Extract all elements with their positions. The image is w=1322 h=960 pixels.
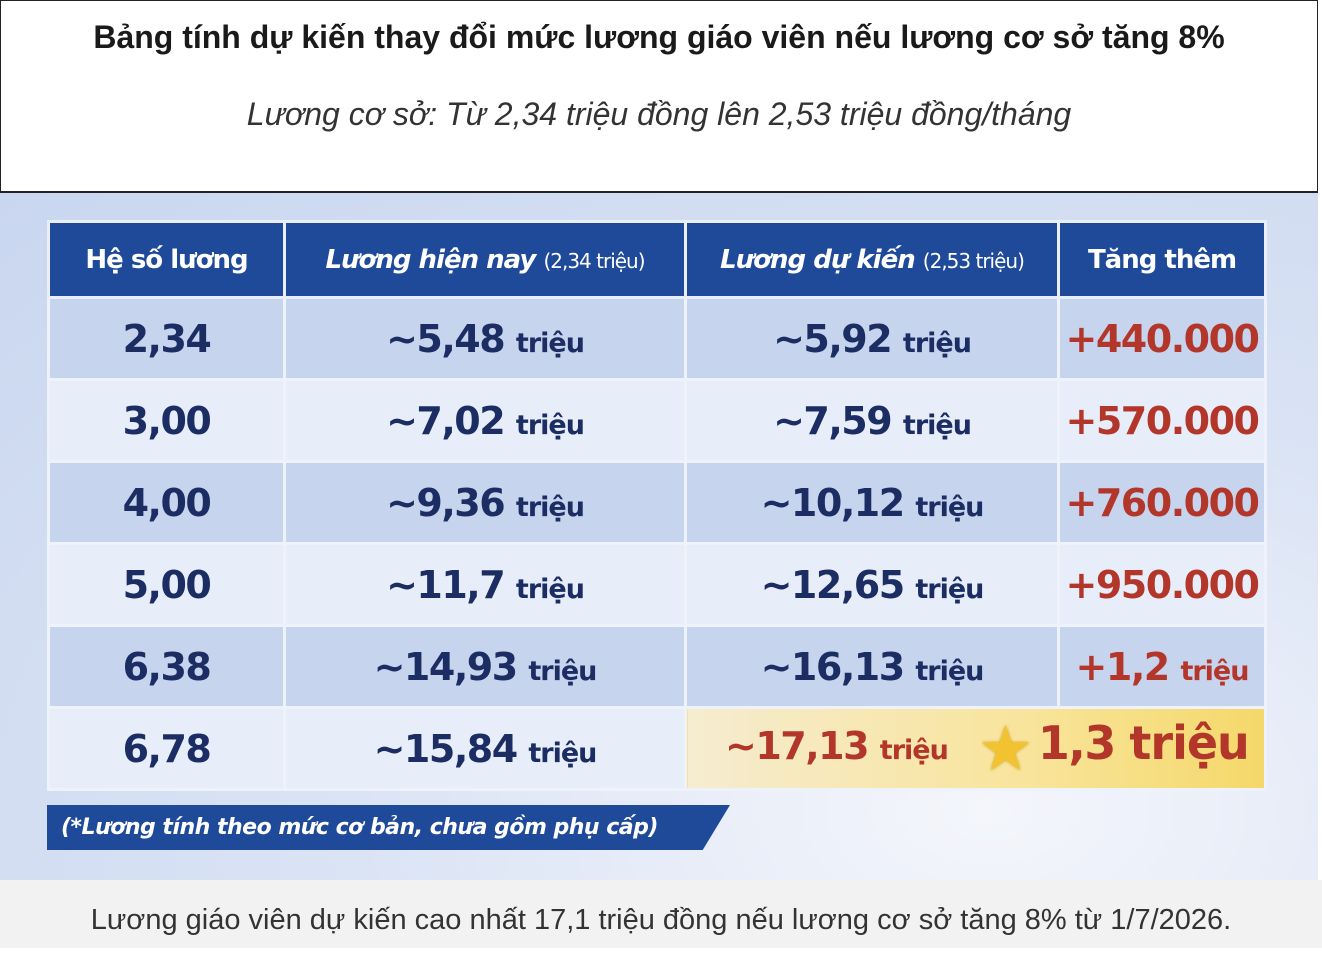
- cell-increase: +440.000: [1057, 296, 1267, 381]
- cell-projected: ~5,92 triệu: [684, 296, 1060, 381]
- current-value: ~14,93: [373, 644, 519, 689]
- col-note: (2,53 triệu): [922, 248, 1025, 273]
- col-label: Lương dự kiến: [720, 244, 916, 275]
- table-row: 5,00 ~11,7 triệu ~12,65 triệu +950.000: [47, 542, 1267, 627]
- increase-value: +760.000: [1065, 480, 1260, 525]
- current-value: ~9,36: [386, 480, 506, 525]
- cell-projected: ~16,13 triệu: [684, 624, 1060, 709]
- current-value: ~11,7: [386, 562, 506, 607]
- unit: triệu: [528, 655, 597, 687]
- projected-value: ~16,13: [760, 644, 906, 689]
- table-row: 6,38 ~14,93 triệu ~16,13 triệu +1,2 triệ…: [47, 624, 1267, 709]
- col-projected: Lương dự kiến (2,53 triệu): [684, 220, 1060, 299]
- cell-current: ~14,93 triệu: [283, 624, 687, 709]
- footnote: (*Lương tính theo mức cơ bản, chưa gồm p…: [47, 805, 730, 850]
- table-row: 3,00 ~7,02 triệu ~7,59 triệu +570.000: [47, 378, 1267, 463]
- table-row: 2,34 ~5,48 triệu ~5,92 triệu +440.000: [47, 296, 1267, 381]
- projected-value: ~10,12: [760, 480, 906, 525]
- cell-projected: ~7,59 triệu: [684, 378, 1060, 463]
- col-coef: Hệ số lương: [47, 220, 286, 299]
- increase-value: 1,3: [1037, 716, 1117, 770]
- cell-increase: +570.000: [1057, 378, 1267, 463]
- cell-coef: 6,78: [47, 706, 286, 791]
- cell-coef: 2,34: [47, 296, 286, 381]
- unit: triệu: [1129, 716, 1249, 770]
- cell-projected: ~17,13 triệu ★ 1,3 triệu: [684, 706, 1267, 791]
- increase-value: +440.000: [1065, 316, 1260, 361]
- salary-table: Hệ số lương Lương hiện nay (2,34 triệu) …: [47, 220, 1267, 791]
- col-label: Hệ số lương: [85, 244, 248, 275]
- cell-projected: ~10,12 triệu: [684, 460, 1060, 545]
- cell-current: ~9,36 triệu: [283, 460, 687, 545]
- cell-projected: ~12,65 triệu: [684, 542, 1060, 627]
- col-label: Lương hiện nay: [325, 244, 536, 275]
- current-value: ~5,48: [386, 316, 506, 361]
- projected-value: ~17,13: [725, 724, 870, 768]
- cell-coef: 6,38: [47, 624, 286, 709]
- cell-coef: 5,00: [47, 542, 286, 627]
- cell-current: ~15,84 triệu: [283, 706, 687, 791]
- cell-increase: +950.000: [1057, 542, 1267, 627]
- increase-value: +1,2: [1075, 644, 1171, 689]
- unit: triệu: [902, 409, 972, 441]
- cell-coef: 3,00: [47, 378, 286, 463]
- unit: triệu: [528, 737, 597, 769]
- unit: triệu: [915, 655, 984, 687]
- table-row: 6,78 ~15,84 triệu ~17,13 triệu ★ 1,3 triệu: [47, 706, 1267, 791]
- unit: triệu: [515, 327, 585, 359]
- unit: triệu: [515, 409, 585, 441]
- unit: triệu: [515, 573, 585, 605]
- cell-coef: 4,00: [47, 460, 286, 545]
- unit: triệu: [515, 491, 585, 523]
- current-value: ~7,02: [386, 398, 506, 443]
- unit: triệu: [902, 327, 972, 359]
- col-increase: Tăng thêm: [1057, 220, 1267, 299]
- projected-value: ~12,65: [760, 562, 906, 607]
- caption: Lương giáo viên dự kiến cao nhất 17,1 tr…: [0, 880, 1322, 948]
- unit: triệu: [1180, 655, 1249, 687]
- cell-increase: +1,2 triệu: [1057, 624, 1267, 709]
- page-title: Bảng tính dự kiến thay đổi mức lương giá…: [93, 19, 1225, 55]
- increase-value: +950.000: [1065, 562, 1260, 607]
- projected-value: ~7,59: [773, 398, 893, 443]
- col-note: (2,34 triệu): [543, 248, 645, 273]
- unit: triệu: [879, 735, 949, 766]
- unit: triệu: [915, 573, 984, 605]
- table-header: Hệ số lương Lương hiện nay (2,34 triệu) …: [47, 220, 1267, 299]
- header: Bảng tính dự kiến thay đổi mức lương giá…: [0, 0, 1318, 193]
- table-row: 4,00 ~9,36 triệu ~10,12 triệu +760.000: [47, 460, 1267, 545]
- projected-value: ~5,92: [773, 316, 893, 361]
- col-label: Tăng thêm: [1087, 244, 1237, 275]
- cell-current: ~11,7 triệu: [283, 542, 687, 627]
- infographic: Hệ số lương Lương hiện nay (2,34 triệu) …: [0, 193, 1318, 880]
- cell-increase: +760.000: [1057, 460, 1267, 545]
- cell-current: ~7,02 triệu: [283, 378, 687, 463]
- unit: triệu: [915, 491, 984, 523]
- cell-current: ~5,48 triệu: [283, 296, 687, 381]
- col-current: Lương hiện nay (2,34 triệu): [283, 220, 687, 299]
- page-subtitle: Lương cơ sở: Từ 2,34 triệu đồng lên 2,53…: [246, 96, 1072, 132]
- star-icon: ★: [977, 712, 1034, 785]
- increase-value: +570.000: [1065, 398, 1260, 443]
- current-value: ~15,84: [373, 726, 519, 771]
